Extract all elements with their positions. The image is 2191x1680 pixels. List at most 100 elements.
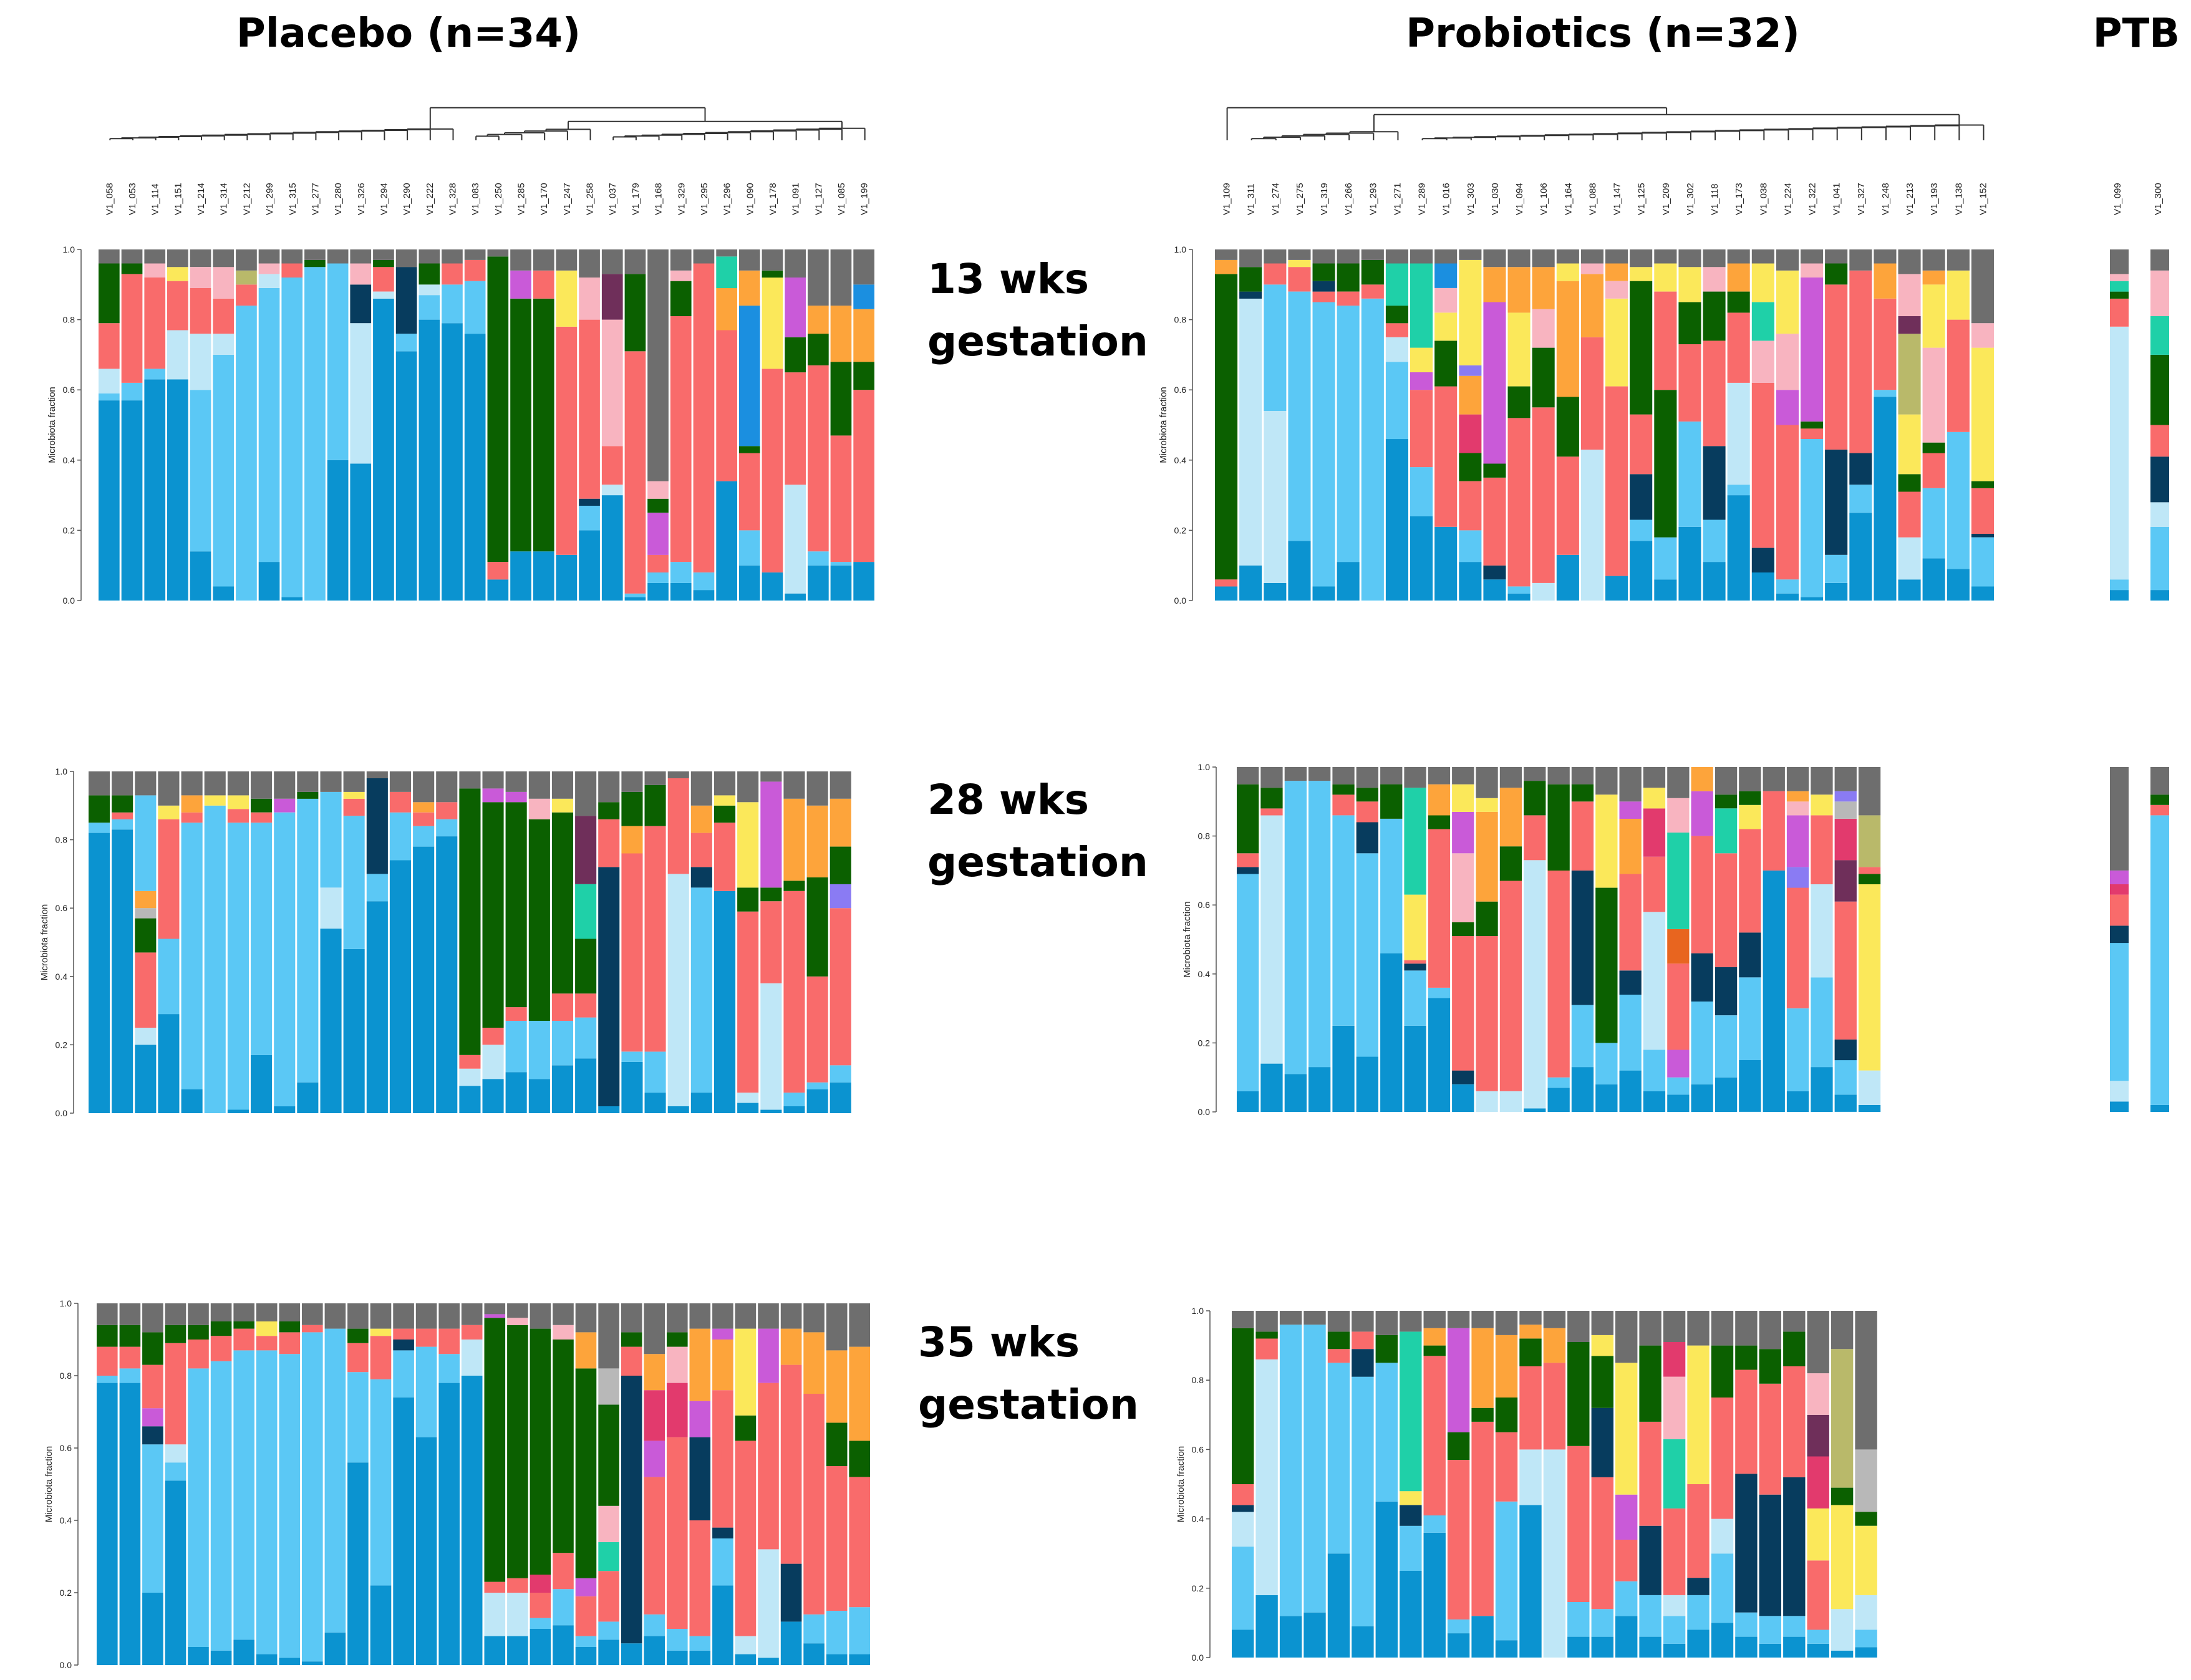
bar-segment-other — [716, 249, 737, 257]
bar-segment-taxon_j — [1751, 340, 1774, 383]
bar-segment-taxon_c — [350, 323, 372, 464]
bar-segment-other — [1807, 1311, 1829, 1374]
bar-segment-other — [1264, 249, 1287, 264]
bar-segment-taxon_i — [1619, 801, 1642, 819]
bar-segment-taxon_a — [350, 463, 372, 601]
bar-segment-taxon_a — [556, 554, 578, 601]
bar-segment-taxon_i — [1410, 372, 1433, 390]
sample-label: V1_290 — [402, 183, 412, 215]
sample-label: V1_275 — [1295, 183, 1305, 215]
bar-segment-other — [413, 771, 435, 803]
bar-segment-taxon_b — [1495, 1501, 1518, 1641]
bar-segment-taxon_a — [762, 572, 783, 601]
bar-segment-taxon_h — [780, 1328, 802, 1365]
bar-segment-taxon_b — [1643, 1050, 1666, 1091]
bar-segment-other — [829, 771, 851, 799]
bar-segment-taxon_e — [1898, 474, 1921, 492]
bar-segment-taxon_j — [1801, 263, 1824, 278]
bar-segment-other — [1663, 1311, 1686, 1342]
bar-segment-taxon_f — [1971, 534, 1994, 538]
bar-segment-taxon_b — [89, 823, 110, 833]
bar-segment-taxon_d — [256, 1336, 278, 1351]
bar-segment-taxon_a — [1232, 1629, 1254, 1658]
bar-segment-taxon_e — [418, 263, 440, 285]
bar-segment-taxon_a — [119, 1383, 141, 1665]
sample-label: V1_168 — [654, 183, 664, 215]
bar-segment-taxon_d — [1874, 298, 1897, 390]
bar-segment-taxon_d — [142, 1364, 163, 1409]
bar-segment-other — [644, 771, 666, 785]
bar-segment-taxon_a — [1380, 953, 1403, 1112]
panel-5 — [2110, 767, 2169, 1112]
bar-segment-other — [1215, 249, 1238, 260]
bar-segment-taxon_c — [667, 874, 689, 1106]
bar-segment-taxon_b — [530, 1618, 551, 1629]
bar-segment-taxon_f — [395, 267, 417, 334]
bar-segment-other — [528, 771, 550, 799]
bar-segment-taxon_a — [1495, 1640, 1518, 1658]
bar-segment-taxon_a — [1332, 1025, 1355, 1113]
bar-segment-taxon_e — [1499, 846, 1522, 881]
bar-segment-taxon_d — [1834, 901, 1857, 1040]
sample-label: V1_138 — [1953, 183, 1964, 215]
bar-segment-taxon_e — [2150, 354, 2169, 425]
bar-segment-other — [1615, 1311, 1638, 1363]
bar-segment-taxon_r — [135, 908, 157, 919]
bar-segment-taxon_f — [1759, 1494, 1781, 1616]
y-axis-title: Microbiota fraction — [1182, 901, 1192, 978]
bar-segment-taxon_b — [256, 1350, 278, 1654]
sample-label: V1_209 — [1661, 183, 1671, 215]
bar-segment-taxon_n — [1898, 334, 1921, 415]
bar-segment-other — [135, 771, 157, 796]
bar-segment-other — [158, 771, 180, 806]
bar-segment-other — [624, 249, 646, 274]
bar-segment-other — [1801, 249, 1824, 264]
bar-segment-taxon_e — [1483, 463, 1506, 478]
bar-segment-other — [737, 771, 759, 803]
bar-segment-taxon_d — [2110, 894, 2129, 926]
bar-segment-taxon_b — [370, 1379, 392, 1586]
bar-segment-taxon_d — [1471, 1421, 1494, 1616]
bar-segment-other — [1312, 249, 1335, 264]
bar-segment-other — [281, 249, 303, 264]
bar-segment-taxon_d — [1519, 1366, 1542, 1450]
bar-segment-other — [1759, 1311, 1781, 1349]
bar-segment-taxon_b — [1759, 1616, 1781, 1644]
bar-segment-taxon_a — [780, 1621, 802, 1665]
bar-segment-taxon_b — [2150, 815, 2169, 1105]
bar-segment-taxon_a — [251, 1055, 273, 1113]
bar-segment-taxon_d — [413, 812, 435, 826]
sample-label: V1_303 — [1466, 183, 1476, 215]
bar-segment-taxon_b — [1825, 554, 1848, 583]
bar-segment-taxon_a — [2150, 590, 2169, 601]
sample-label: V1_250 — [493, 183, 504, 215]
bar-segment-taxon_b — [1423, 1515, 1446, 1533]
bar-segment-other — [1410, 249, 1433, 264]
bar-segment-taxon_e — [210, 1321, 232, 1336]
bar-segment-taxon_l — [667, 1383, 688, 1437]
bar-segment-taxon_a — [135, 1045, 157, 1113]
bar-segment-taxon_h — [849, 1346, 870, 1441]
bar-segment-taxon_c — [484, 1593, 506, 1636]
bar-segment-other — [1687, 1311, 1710, 1346]
bar-segment-taxon_a — [783, 1106, 805, 1113]
bar-segment-taxon_a — [1239, 565, 1262, 601]
y-tick-label: 0.8 — [1192, 1375, 1204, 1385]
bar-segment-taxon_b — [2150, 526, 2169, 591]
bar-segment-taxon_c — [601, 485, 623, 496]
bar-segment-taxon_m — [1834, 860, 1857, 902]
bar-segment-other — [780, 1303, 802, 1329]
bar-segment-taxon_c — [1524, 860, 1546, 1109]
bar-segment-taxon_c — [2110, 326, 2129, 580]
bar-segment-other — [762, 249, 783, 271]
bar-segment-taxon_i — [1615, 1494, 1638, 1540]
bar-segment-taxon_e — [1237, 784, 1259, 854]
bar-segment-other — [484, 1303, 506, 1315]
bar-segment-taxon_d — [1639, 1421, 1661, 1526]
y-tick-label: 0.4 — [56, 972, 68, 982]
bar-segment-other — [601, 249, 623, 274]
bar-segment-taxon_b — [1279, 1325, 1302, 1616]
bar-segment-taxon_g — [1687, 1345, 1710, 1484]
bar-segment-taxon_f — [780, 1563, 802, 1622]
bar-segment-taxon_b — [1667, 1077, 1690, 1095]
